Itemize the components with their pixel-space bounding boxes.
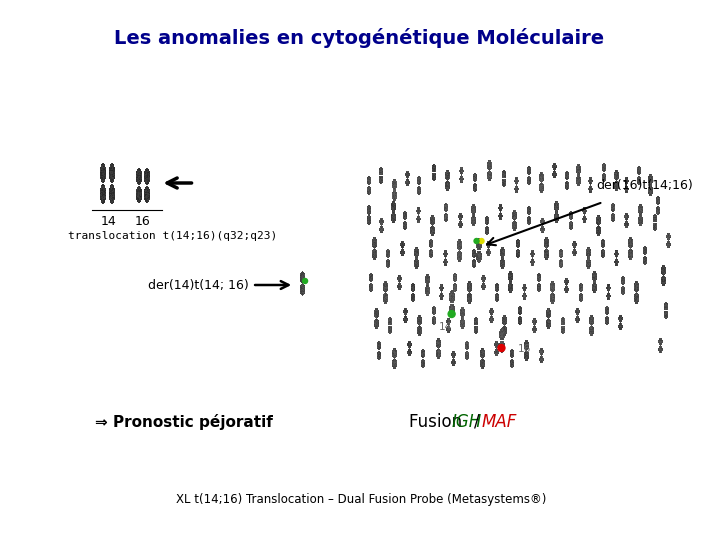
Text: 14: 14	[101, 215, 117, 228]
Text: Les anomalies en cytogénétique Moléculaire: Les anomalies en cytogénétique Moléculai…	[114, 28, 604, 48]
Circle shape	[479, 239, 484, 244]
Circle shape	[448, 310, 455, 318]
Text: der(14)t(14; 16): der(14)t(14; 16)	[148, 279, 248, 292]
Circle shape	[498, 345, 505, 352]
Text: /: /	[474, 413, 480, 431]
Text: MAF: MAF	[482, 413, 517, 431]
Text: der(16)t(14;16): der(16)t(14;16)	[596, 179, 693, 192]
Text: Fusion: Fusion	[409, 413, 467, 431]
Text: 16: 16	[518, 344, 531, 354]
Text: XL t(14;16) Translocation – Dual Fusion Probe (Metasystems®): XL t(14;16) Translocation – Dual Fusion …	[176, 494, 546, 507]
Text: 16: 16	[135, 215, 150, 228]
Text: 14: 14	[439, 322, 452, 332]
Text: translocation t(14;16)(q32;q23): translocation t(14;16)(q32;q23)	[68, 231, 277, 241]
Text: IGH: IGH	[451, 413, 482, 431]
Circle shape	[302, 279, 307, 284]
Circle shape	[474, 239, 479, 244]
Text: ⇒ Pronostic péjoratif: ⇒ Pronostic péjoratif	[95, 414, 273, 430]
